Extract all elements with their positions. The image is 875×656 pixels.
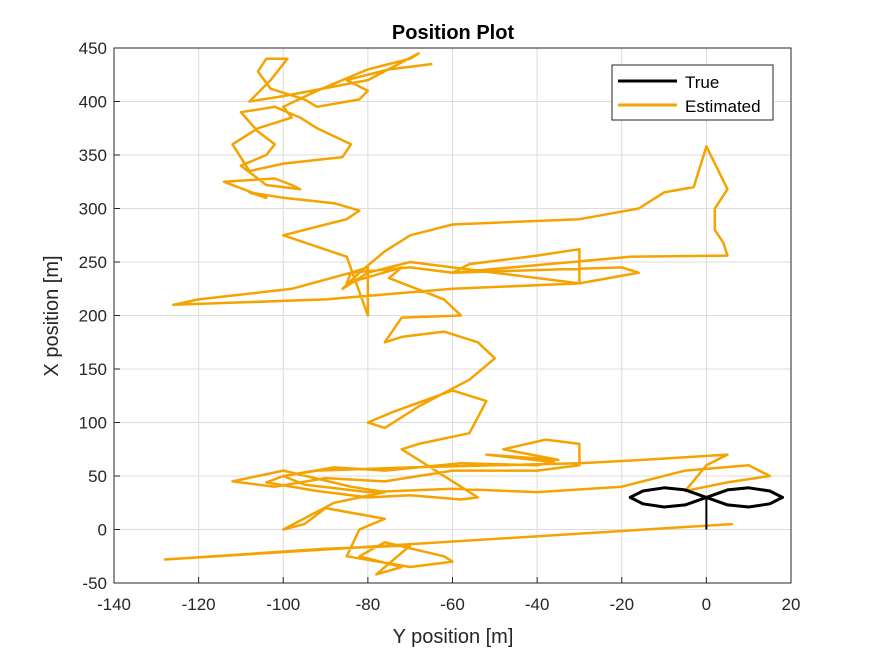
y-tick-label: 150 xyxy=(79,360,107,379)
x-tick-label: -140 xyxy=(97,595,131,614)
legend-label-estimated: Estimated xyxy=(685,97,761,116)
y-tick-label: 300 xyxy=(79,200,107,219)
x-tick-label: -100 xyxy=(266,595,300,614)
x-tick-label: 20 xyxy=(782,595,801,614)
axis-ticks: -140 -120 -100 -80 -60 -40 -20 0 20 -50 0 50 100 150 2… xyxy=(79,39,801,614)
x-tick-label: -60 xyxy=(440,595,465,614)
y-tick-label: 450 xyxy=(79,39,107,58)
x-tick-label: -120 xyxy=(182,595,216,614)
x-axis-label: Y position [m] xyxy=(393,626,514,648)
x-tick-label: 0 xyxy=(702,595,711,614)
y-tick-label: 0 xyxy=(98,521,107,540)
y-tick-label: 350 xyxy=(79,146,107,165)
series-line-estimated xyxy=(163,52,772,576)
y-tick-label: -50 xyxy=(82,574,107,593)
y-tick-label: 200 xyxy=(79,307,107,326)
x-tick-label: -80 xyxy=(356,595,381,614)
y-tick-label: 50 xyxy=(88,467,107,486)
y-axis-label: X position [m] xyxy=(41,255,63,376)
y-tick-label: 250 xyxy=(79,253,107,272)
chart-title: Position Plot xyxy=(392,22,515,44)
legend-label-true: True xyxy=(685,73,719,92)
grid-lines xyxy=(113,47,792,584)
x-tick-label: -20 xyxy=(609,595,634,614)
y-tick-label: 400 xyxy=(79,93,107,112)
x-tick-label: -40 xyxy=(525,595,550,614)
legend-box xyxy=(611,64,774,121)
y-tick-label: 100 xyxy=(79,414,107,433)
series-layer xyxy=(163,52,784,576)
legend: True Estimated xyxy=(611,64,774,121)
